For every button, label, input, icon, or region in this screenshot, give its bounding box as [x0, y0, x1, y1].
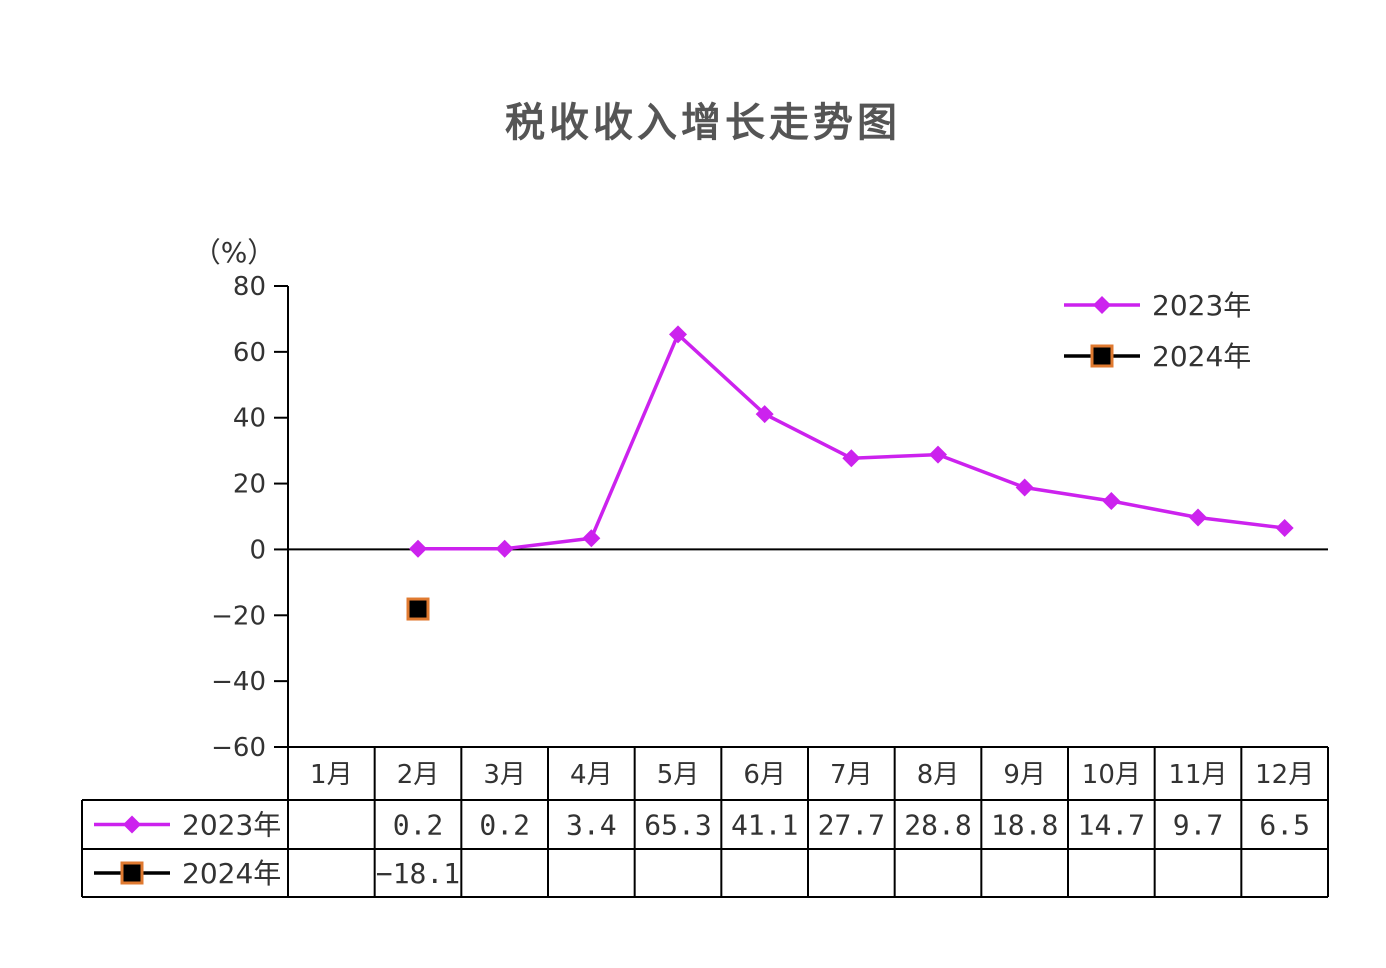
y-tick-label: 80 [233, 272, 266, 302]
table-cell-value: 14.7 [1078, 809, 1145, 842]
category-label: 3月 [483, 760, 526, 790]
y-tick-label: 40 [233, 404, 266, 434]
axes: 80 60 40 20 0 −20 −40 −60 [211, 272, 1328, 897]
table-row-key [94, 815, 170, 834]
legend: 2023年 2024年 [1064, 289, 1251, 373]
category-label: 12月 [1255, 760, 1314, 790]
category-label: 1月 [310, 760, 353, 790]
legend-marker [1090, 344, 1114, 368]
table-cell-value: 41.1 [731, 809, 798, 842]
table-key-marker [123, 815, 141, 834]
table-row-label: 2023年 [182, 809, 281, 842]
chart-title: 税收收入增长走势图 [505, 100, 901, 146]
data-point [409, 539, 427, 558]
table-cell-value: 9.7 [1173, 809, 1224, 842]
data-point [406, 597, 430, 621]
table-cell-value: 27.7 [818, 809, 885, 842]
table-cell-value: 0.2 [479, 809, 530, 842]
y-tick-label: −60 [211, 733, 266, 763]
y-tick-label: −40 [211, 667, 266, 697]
category-label: 5月 [657, 760, 700, 790]
category-label: 11月 [1168, 760, 1227, 790]
y-axis-unit-label: （%） [193, 236, 276, 269]
legend-marker [1093, 296, 1111, 314]
legend-label: 2023年 [1152, 289, 1251, 322]
table-row-label: 2024年 [182, 857, 281, 890]
table-key-marker [120, 861, 144, 885]
series-layer [406, 325, 1294, 621]
y-tick-label: −20 [211, 601, 266, 631]
y-tick-label: 60 [233, 338, 266, 368]
legend-item: 2023年 [1064, 289, 1251, 322]
y-tick-label: 0 [249, 535, 266, 565]
table-cell-value: 65.3 [644, 809, 711, 842]
table-row-key [94, 861, 170, 885]
category-label: 7月 [830, 760, 873, 790]
data-point [1015, 478, 1034, 497]
table-cell-value: 28.8 [904, 809, 971, 842]
category-label: 9月 [1003, 760, 1046, 790]
data-point [582, 529, 601, 548]
table-cell-value: 18.8 [991, 809, 1058, 842]
series-1 [406, 597, 430, 621]
data-point [755, 405, 774, 424]
data-point [669, 325, 687, 344]
table-cell-value: 3.4 [566, 809, 617, 842]
table-cell-value: 0.2 [393, 809, 444, 842]
data-point [1189, 508, 1207, 527]
legend-label: 2024年 [1152, 340, 1251, 373]
data-table: 1月 2月 3月 4月 5月 6月 7月 8月 9月 10月 11月 12月 2023年 0.2 0.2 3.… [81, 746, 1329, 898]
data-point [929, 445, 947, 464]
category-label: 2月 [397, 760, 440, 790]
data-point [1102, 492, 1121, 511]
category-label: 6月 [743, 760, 786, 790]
category-label: 10月 [1082, 760, 1141, 790]
category-label: 8月 [917, 760, 960, 790]
y-tick-label: 20 [233, 470, 266, 500]
data-point [842, 449, 861, 468]
table-cell-value: 6.5 [1259, 809, 1310, 842]
data-point [1275, 519, 1294, 538]
legend-item: 2024年 [1064, 340, 1251, 373]
category-label: 4月 [570, 760, 613, 790]
table-cell-value: −18.1 [376, 857, 460, 890]
series-0 [409, 325, 1294, 558]
data-point [495, 539, 514, 558]
